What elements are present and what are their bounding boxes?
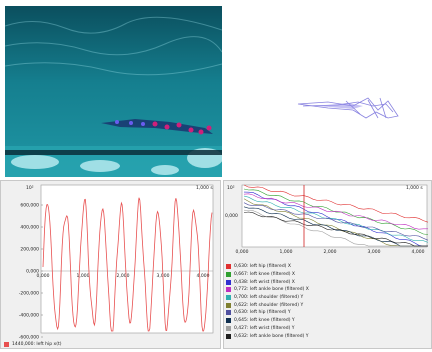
legend-swatch <box>226 310 231 316</box>
y-tick-label: 400,000 <box>20 225 39 231</box>
signal-line <box>42 197 213 332</box>
legend-swatch <box>226 279 231 285</box>
series-line <box>243 211 428 247</box>
swimmer-mesh <box>297 97 399 119</box>
left-plot-panel[interactable]: 10² 1,000 s 600,000 400,000 200,000 0,000 -2… <box>0 180 221 349</box>
series-line <box>243 198 428 247</box>
y-tick-label: 600,000 <box>20 203 39 209</box>
x-tick-label: 1,000 <box>280 249 293 255</box>
legend-swatch <box>226 264 231 270</box>
left-plot-legend: 1440,000: left hip x(t) <box>4 341 61 348</box>
legend-label: 0,632: left ankle bone (filtered) Y <box>234 333 309 339</box>
underwater-video-frame <box>5 6 222 177</box>
series-line <box>243 195 429 243</box>
legend-label: 0,630: left hip (filtered) X <box>234 264 291 270</box>
y-tick-label: -400,000 <box>19 313 39 319</box>
legend-swatch <box>226 333 231 339</box>
series-line <box>243 209 428 247</box>
legend-item[interactable]: 0,772: left ankle bone (filtered) X <box>226 286 431 294</box>
legend-swatch <box>4 342 9 347</box>
x-unit-label: 1,000 s <box>406 185 423 191</box>
y-tick-label: 200,000 <box>20 247 39 253</box>
legend-item[interactable]: 0,630: left hip (filtered) X <box>226 263 431 271</box>
series-line <box>243 206 428 247</box>
x-tick-label: 0,000 <box>236 249 249 255</box>
swimmer <box>101 119 213 135</box>
x-unit-label: 1,000 s <box>196 185 213 191</box>
series-line <box>243 188 429 235</box>
y-tick-label: 0,000 <box>225 213 238 219</box>
y-exponent-label: 10² <box>26 185 34 191</box>
mesh-view[interactable] <box>228 6 432 177</box>
x-tick-label: 0,000 <box>37 273 50 279</box>
legend-swatch <box>226 302 231 308</box>
video-view[interactable] <box>5 6 222 177</box>
left-plot[interactable]: 10² 1,000 s 600,000 400,000 200,000 0,000 -2… <box>1 181 220 348</box>
legend-item[interactable]: 0,630: left hip (filtered) Y <box>226 309 431 317</box>
y-tick-label: -600,000 <box>19 335 39 341</box>
y-tick-label: 0,000 <box>26 269 39 275</box>
series-line <box>243 184 429 223</box>
legend-item[interactable]: 0,427: left wrist (filtered) Y <box>226 325 431 333</box>
legend-label: 1440,000: left hip x(t) <box>12 342 62 347</box>
series-line <box>243 193 428 230</box>
x-tick-label: 3,000 <box>368 249 381 255</box>
legend-label: 0,630: left hip (filtered) Y <box>234 310 291 316</box>
legend-swatch <box>226 287 231 293</box>
right-plot[interactable]: 10² 1,000 s 0,000 0,000 1,000 2,000 3,000 4,… <box>224 181 431 348</box>
legend-swatch <box>226 272 231 278</box>
legend-item[interactable]: 0,645: left knee (filtered) Y <box>226 317 431 325</box>
x-tick-label: 4,000 <box>197 273 210 279</box>
legend-label: 0,772: left ankle bone (filtered) X <box>234 287 309 293</box>
x-tick-label: 1,000 <box>77 273 90 279</box>
legend-swatch <box>226 325 231 331</box>
legend-swatch <box>226 318 231 324</box>
plot-area <box>40 184 214 334</box>
legend-label: 0,667: left knee (filtered) X <box>234 272 295 278</box>
legend-item[interactable]: 0,700: left shoulder (filtered) Y <box>226 294 431 302</box>
legend-label: 0,438: left wrist (filtered) X <box>234 279 295 285</box>
legend-label: 0,427: left wrist (filtered) Y <box>234 325 295 331</box>
legend-label: 0,700: left shoulder (filtered) Y <box>234 295 304 301</box>
x-tick-label: 2,000 <box>117 273 130 279</box>
y-tick-label: -200,000 <box>19 291 39 297</box>
series-line <box>243 202 429 241</box>
legend-item[interactable]: 0,667: left knee (filtered) X <box>226 271 431 279</box>
x-tick-label: 2,000 <box>324 249 337 255</box>
right-plot-panel[interactable]: 10² 1,000 s 0,000 0,000 1,000 2,000 3,000 4,… <box>223 180 432 349</box>
legend-item[interactable]: 0,438: left wrist (filtered) X <box>226 278 431 286</box>
legend-label: 0,622: left shoulder (filtered) Y <box>234 302 304 308</box>
legend-item[interactable]: 0,622: left shoulder (filtered) Y <box>226 301 431 309</box>
legend-item[interactable]: 0,632: left ankle bone (filtered) Y <box>226 332 431 340</box>
y-exponent-label: 10² <box>227 185 235 191</box>
legend-label: 0,645: left knee (filtered) Y <box>234 318 295 324</box>
x-tick-label: 4,000 <box>412 249 425 255</box>
legend-swatch <box>226 295 231 301</box>
plot-area <box>241 184 428 248</box>
series-legend: 0,630: left hip (filtered) X 0,667: left … <box>226 263 431 340</box>
